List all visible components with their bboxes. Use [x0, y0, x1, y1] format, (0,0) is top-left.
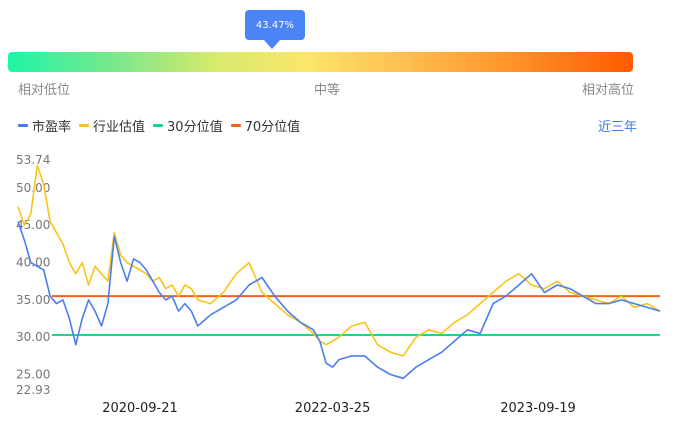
percentile-label: 43.47%: [255, 19, 295, 31]
y-tick-label: 53.74: [16, 153, 50, 167]
legend-item-pe[interactable]: 市盈率: [18, 116, 71, 135]
x-tick-label: 2022-03-25: [295, 401, 371, 416]
y-tick-label: 35.00: [16, 293, 50, 307]
x-tick-label: 2020-09-21: [102, 401, 178, 416]
y-tick-label: 50.00: [16, 181, 50, 195]
chart-legend: 市盈率 行业估值 30分位值 70分位值: [18, 116, 308, 135]
legend-swatch-p30: [153, 124, 164, 127]
pe-chart: 53.74 50.00 45.00 40.00 35.00 30.00 25.0022.93…: [16, 153, 661, 416]
time-range-selector[interactable]: 近三年: [598, 120, 638, 135]
gauge-high-label: 相对高位: [582, 83, 635, 98]
y-tick-label: 40.00: [16, 256, 50, 270]
y-tick-label: 25.00: [16, 368, 50, 382]
legend-label-p30: 30分位值: [167, 120, 223, 135]
valuation-gauge-bar: [8, 52, 633, 72]
percentile-bubble: 43.47%: [245, 10, 305, 40]
y-tick-label: 45.00: [16, 218, 50, 232]
legend-label-pe: 市盈率: [32, 120, 72, 135]
legend-item-p70[interactable]: 70分位值: [230, 116, 301, 135]
legend-item-industry[interactable]: 行业估值: [79, 116, 145, 135]
percentile-bubble-pointer: [264, 40, 280, 49]
legend-item-p30[interactable]: 30分位值: [153, 116, 223, 135]
y-tick-label: 22.93: [16, 383, 50, 397]
y-tick-label: 30.00: [16, 330, 50, 344]
gauge-mid-label: 中等: [314, 83, 341, 98]
legend-swatch-pe: [18, 124, 28, 127]
legend-label-industry: 行业估值: [93, 120, 146, 135]
legend-swatch-industry: [79, 124, 90, 127]
x-tick-label: 2023-09-19: [500, 401, 576, 416]
gauge-low-label: 相对低位: [18, 83, 71, 98]
series-line-industry: [17, 164, 661, 357]
legend-swatch-p70: [230, 124, 241, 127]
legend-label-p70: 70分位值: [244, 120, 301, 135]
series-line-pe: [17, 221, 661, 380]
